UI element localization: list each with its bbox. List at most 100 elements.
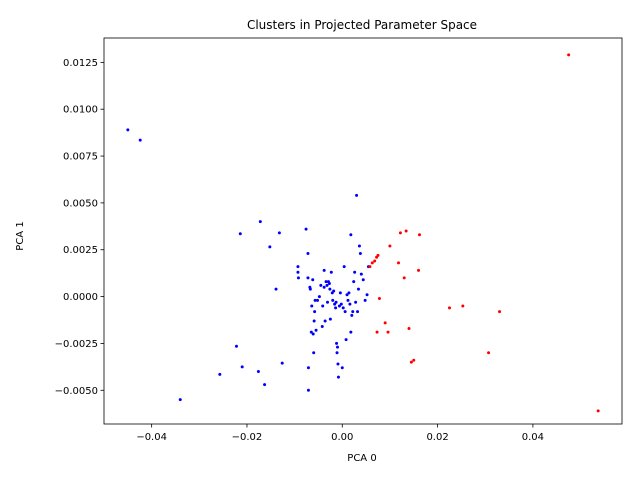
data-point-series-0-59 (336, 375, 340, 379)
data-point-series-0-84 (359, 272, 363, 276)
data-point-series-1-18 (417, 233, 421, 237)
data-point-series-1-20 (461, 304, 465, 308)
data-point-series-0-34 (317, 295, 321, 299)
data-point-series-1-17 (417, 268, 421, 272)
data-point-series-0-68 (345, 293, 349, 297)
data-point-series-0-28 (312, 351, 316, 355)
data-point-series-0-6 (240, 365, 244, 369)
plot-frame (103, 37, 623, 425)
data-point-series-0-29 (312, 319, 316, 323)
data-point-series-0-21 (306, 388, 310, 392)
data-point-series-0-23 (308, 287, 312, 291)
data-point-series-0-11 (274, 287, 278, 291)
data-point-series-1-13 (404, 229, 408, 233)
data-point-series-1-8 (386, 330, 390, 334)
data-point-series-0-55 (335, 341, 339, 345)
data-point-series-0-36 (320, 325, 324, 329)
data-point-series-0-15 (296, 265, 300, 269)
data-point-series-0-56 (335, 351, 339, 355)
data-point-series-0-13 (280, 361, 284, 365)
data-point-series-0-3 (218, 372, 222, 376)
data-point-series-0-27 (311, 332, 315, 336)
data-point-series-0-81 (356, 287, 360, 291)
y-tick-label-7: 0.0125 (63, 58, 98, 69)
data-point-series-0-72 (349, 233, 353, 237)
x-tick-label-3: 0.02 (426, 432, 448, 443)
data-point-series-0-38 (322, 268, 326, 272)
data-point-series-0-86 (363, 298, 367, 302)
x-tick-label-4: 0.04 (522, 432, 544, 443)
data-point-series-0-8 (258, 220, 262, 224)
data-point-series-1-5 (375, 330, 379, 334)
data-point-series-0-30 (313, 310, 317, 314)
data-point-series-0-77 (353, 270, 357, 274)
data-point-series-0-82 (357, 244, 361, 248)
data-point-series-0-10 (268, 245, 272, 249)
data-point-series-0-62 (339, 302, 343, 306)
data-point-series-0-54 (334, 300, 338, 304)
data-point-series-0-87 (365, 293, 369, 297)
data-point-series-0-42 (325, 283, 329, 287)
x-tick-label-2: 0.00 (331, 432, 353, 443)
data-point-series-1-11 (398, 231, 402, 235)
data-point-series-1-0 (368, 265, 372, 269)
data-point-series-0-83 (358, 251, 362, 255)
data-point-series-0-70 (347, 291, 351, 295)
data-point-series-0-75 (351, 310, 355, 314)
y-tick-label-2: 0.0000 (63, 292, 98, 303)
data-point-series-1-24 (596, 409, 600, 413)
data-point-series-0-25 (310, 304, 314, 308)
data-point-series-1-12 (402, 276, 406, 280)
x-tick-label-0: −0.04 (136, 432, 167, 443)
y-tick-label-4: 0.0050 (63, 198, 98, 209)
data-point-series-1-16 (412, 358, 416, 362)
data-point-series-1-9 (388, 244, 392, 248)
data-point-series-0-12 (277, 231, 281, 235)
data-point-series-0-0 (126, 128, 130, 132)
data-point-series-0-31 (313, 298, 317, 302)
y-tick-label-5: 0.0075 (63, 152, 98, 163)
data-point-series-0-63 (340, 366, 344, 370)
data-point-series-0-7 (256, 370, 260, 374)
data-point-series-0-20 (306, 366, 310, 370)
y-tick-label-6: 0.0100 (63, 105, 98, 116)
data-point-series-0-53 (334, 306, 338, 310)
data-point-series-1-21 (487, 351, 491, 355)
data-point-series-0-50 (331, 298, 335, 302)
data-point-series-0-45 (327, 281, 331, 285)
data-point-series-0-66 (343, 310, 347, 314)
data-point-series-0-40 (323, 319, 327, 323)
data-point-series-0-17 (304, 227, 308, 231)
data-point-series-0-80 (356, 310, 360, 314)
y-tick-label-0: −0.0050 (55, 386, 98, 397)
x-axis-label: PCA 0 (347, 453, 376, 464)
data-point-series-0-43 (326, 300, 329, 304)
data-point-series-0-4 (234, 344, 238, 348)
data-point-series-0-14 (296, 270, 300, 274)
plot-area: −0.04 −0.02 0.00 0.02 0.04 −0.0050 −0.0025 0.00… (55, 37, 623, 443)
data-point-series-1-15 (409, 360, 413, 364)
data-point-series-0-33 (315, 298, 319, 302)
data-point-series-0-60 (337, 304, 341, 308)
y-axis-label: PCA 1 (15, 221, 26, 250)
data-point-series-0-76 (352, 280, 356, 284)
data-point-series-0-16 (296, 276, 300, 280)
data-point-series-1-6 (377, 296, 381, 300)
data-point-series-1-10 (397, 261, 400, 265)
data-point-series-1-23 (567, 53, 571, 57)
data-point-series-0-26 (311, 278, 315, 282)
data-point-series-1-7 (383, 321, 387, 325)
data-point-series-0-35 (319, 283, 323, 287)
y-tick-label-1: −0.0025 (55, 339, 98, 350)
y-tick-label-3: 0.0025 (63, 245, 98, 256)
data-point-series-0-18 (306, 251, 310, 255)
data-point-series-0-41 (324, 280, 328, 284)
data-point-series-1-4 (376, 253, 380, 257)
data-point-series-1-1 (370, 261, 374, 265)
data-point-series-0-65 (342, 265, 346, 269)
data-point-series-0-74 (350, 313, 354, 317)
data-point-series-0-39 (322, 285, 326, 289)
data-point-series-0-67 (344, 338, 348, 342)
data-point-series-0-61 (338, 291, 342, 295)
